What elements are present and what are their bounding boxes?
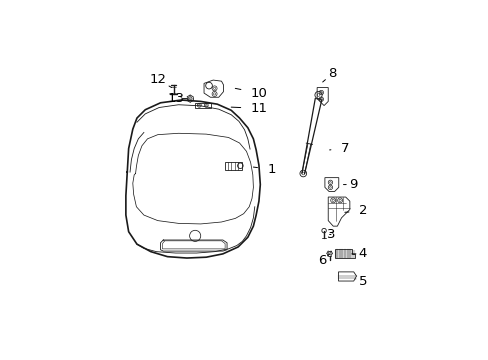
Text: 4: 4 [351, 247, 366, 260]
Text: 13: 13 [167, 92, 186, 105]
Text: 2: 2 [344, 204, 366, 217]
Text: 11: 11 [231, 102, 267, 115]
Text: 8: 8 [322, 67, 336, 82]
Text: 9: 9 [343, 178, 357, 191]
Text: 3: 3 [326, 228, 335, 241]
Text: 10: 10 [235, 87, 267, 100]
Text: 12: 12 [149, 73, 171, 87]
Text: 5: 5 [355, 275, 366, 288]
Text: 6: 6 [318, 254, 329, 267]
Text: 1: 1 [253, 163, 275, 176]
Text: 7: 7 [329, 142, 348, 155]
